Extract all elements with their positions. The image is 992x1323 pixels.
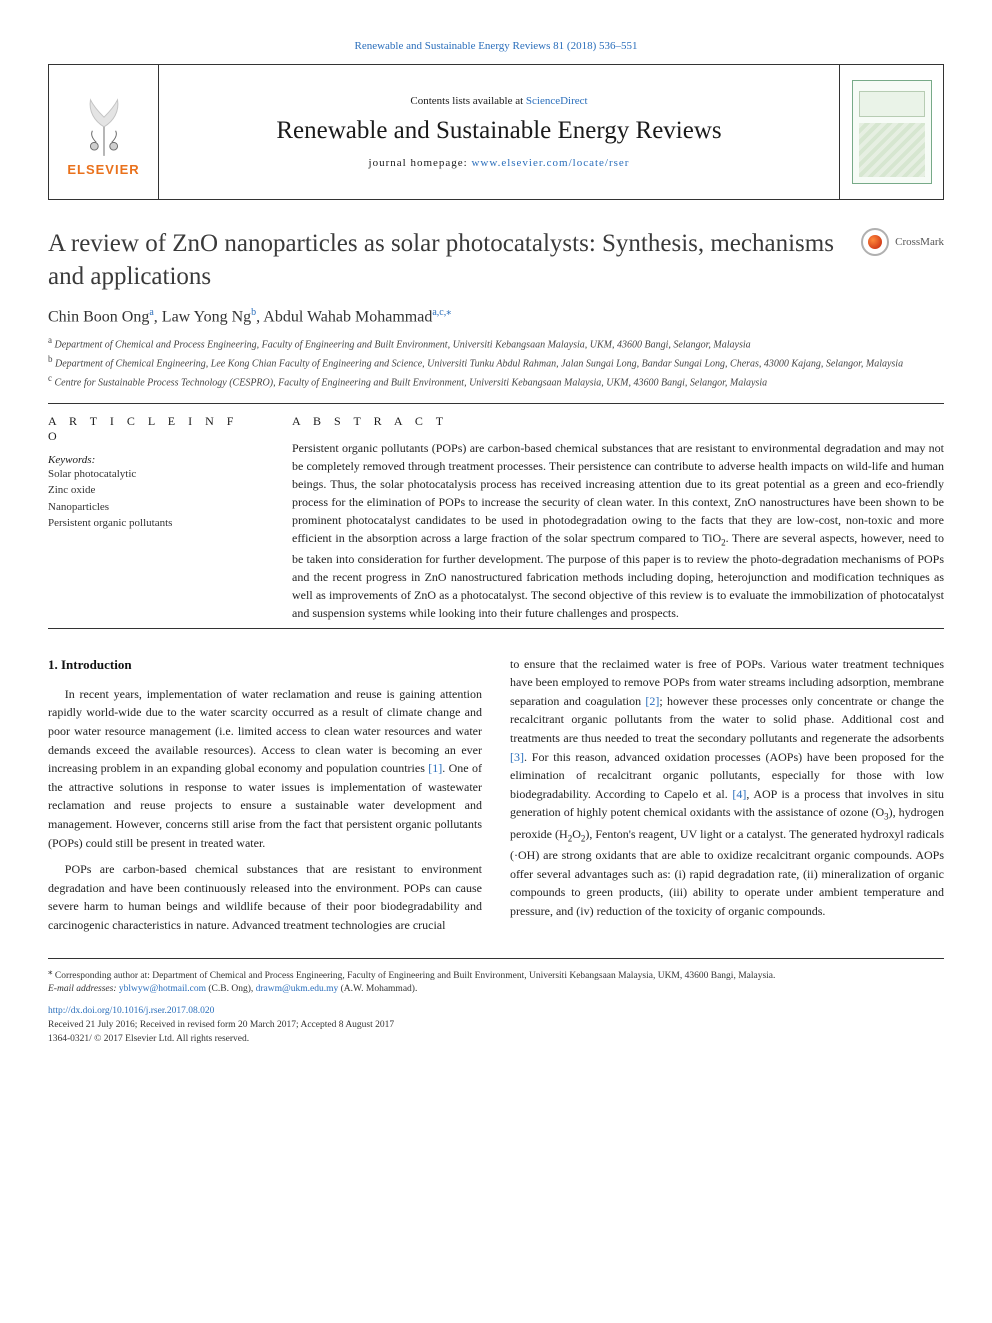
keyword-item: Zinc oxide <box>48 482 258 499</box>
journal-cover-thumb <box>852 80 932 184</box>
crossmark-widget[interactable]: CrossMark <box>861 228 944 256</box>
affiliation-item: b Department of Chemical Engineering, Le… <box>48 353 944 372</box>
para-3: to ensure that the reclaimed water is fr… <box>510 655 944 921</box>
para-1: In recent years, implementation of water… <box>48 685 482 852</box>
ref-4-link[interactable]: [4] <box>732 787 746 801</box>
abstract-head: A B S T R A C T <box>292 414 944 429</box>
masthead-center: Contents lists available at ScienceDirec… <box>159 65 839 199</box>
para-2: POPs are carbon-based chemical substance… <box>48 860 482 934</box>
history-line: Received 21 July 2016; Received in revis… <box>48 1019 944 1033</box>
affiliation-item: c Centre for Sustainable Process Technol… <box>48 372 944 391</box>
footnotes: ⁎ Corresponding author at: Department of… <box>48 958 944 1047</box>
homepage-prefix: journal homepage: <box>369 157 472 169</box>
running-head-link[interactable]: Renewable and Sustainable Energy Reviews… <box>355 40 638 52</box>
email-1-link[interactable]: yblwyw@hotmail.com <box>119 984 206 994</box>
contents-prefix: Contents lists available at <box>410 95 525 107</box>
section-heading-intro: 1. Introduction <box>48 655 482 675</box>
crossmark-label: CrossMark <box>895 236 944 248</box>
journal-title: Renewable and Sustainable Energy Reviews <box>276 117 721 145</box>
keyword-item: Nanoparticles <box>48 499 258 516</box>
publisher-name: ELSEVIER <box>67 162 139 177</box>
rule-top <box>48 403 944 404</box>
affiliation-item: a Department of Chemical and Process Eng… <box>48 334 944 353</box>
publisher-block: ELSEVIER <box>49 65 159 199</box>
authors-line: Chin Boon Onga, Law Yong Ngb, Abdul Waha… <box>48 307 944 326</box>
star-icon: ⁎ <box>48 966 53 976</box>
running-head-citation: 81 (2018) 536–551 <box>553 40 637 52</box>
keyword-item: Persistent organic pollutants <box>48 515 258 532</box>
abstract-block: A B S T R A C T Persistent organic pollu… <box>292 414 944 622</box>
running-head: Renewable and Sustainable Energy Reviews… <box>48 40 944 52</box>
doi-link[interactable]: http://dx.doi.org/10.1016/j.rser.2017.08… <box>48 1005 944 1019</box>
ref-2-link[interactable]: [2] <box>645 694 659 708</box>
article-title: A review of ZnO nanoparticles as solar p… <box>48 228 841 293</box>
homepage-line: journal homepage: www.elsevier.com/locat… <box>369 157 630 169</box>
ref-1-link[interactable]: [1] <box>428 761 442 775</box>
copyright-line: 1364-0321/ © 2017 Elsevier Ltd. All righ… <box>48 1033 944 1047</box>
keywords-label: Keywords: <box>48 454 258 466</box>
corresponding-note: ⁎ Corresponding author at: Department of… <box>48 965 944 984</box>
keywords-list: Solar photocatalyticZinc oxideNanopartic… <box>48 466 258 532</box>
abstract-text: Persistent organic pollutants (POPs) are… <box>292 439 944 622</box>
body-columns: 1. Introduction In recent years, impleme… <box>48 655 944 936</box>
article-info: A R T I C L E I N F O Keywords: Solar ph… <box>48 414 258 622</box>
masthead: ELSEVIER Contents lists available at Sci… <box>48 64 944 200</box>
article-info-head: A R T I C L E I N F O <box>48 414 258 444</box>
rule-bottom <box>48 628 944 629</box>
cover-block <box>839 65 943 199</box>
ref-3-link[interactable]: [3] <box>510 750 524 764</box>
sciencedirect-link[interactable]: ScienceDirect <box>526 95 588 107</box>
keyword-item: Solar photocatalytic <box>48 466 258 483</box>
emails-line: E-mail addresses: yblwyw@hotmail.com (C.… <box>48 983 944 997</box>
homepage-link[interactable]: www.elsevier.com/locate/rser <box>471 157 629 169</box>
elsevier-tree-icon <box>75 88 133 158</box>
crossmark-icon <box>861 228 889 256</box>
email-2-link[interactable]: drawm@ukm.edu.my <box>256 984 339 994</box>
running-head-journal: Renewable and Sustainable Energy Reviews <box>355 40 551 52</box>
contents-line: Contents lists available at ScienceDirec… <box>410 95 587 107</box>
affiliations: a Department of Chemical and Process Eng… <box>48 334 944 390</box>
